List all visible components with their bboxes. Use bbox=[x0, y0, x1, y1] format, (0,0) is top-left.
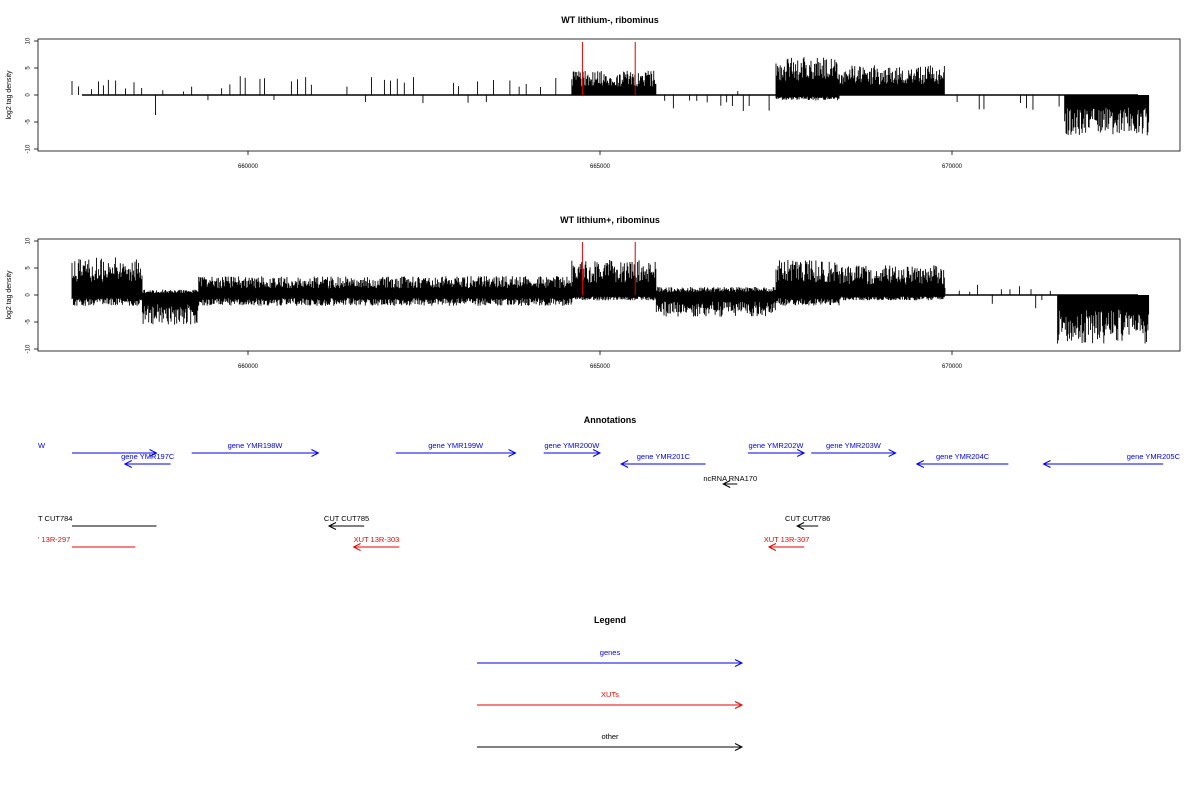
feature-arrowhead bbox=[327, 522, 337, 530]
feature-label: CUT CUT785 bbox=[324, 514, 369, 523]
legend-items: genes XUTs other bbox=[477, 648, 744, 751]
feature-arrowhead bbox=[796, 449, 806, 457]
feature-label: XUT 13R-303 bbox=[354, 535, 400, 544]
legend-item: other bbox=[477, 732, 744, 751]
y-tick-label: 0 bbox=[26, 93, 32, 97]
track-2-title: WT lithium+, ribominus bbox=[560, 215, 660, 225]
feature-arrowhead bbox=[123, 460, 133, 468]
feature-arrowhead bbox=[149, 449, 158, 457]
track-2-ylabel: log2 tag density bbox=[6, 270, 13, 320]
feature-label: gene YMR205C bbox=[1127, 452, 1181, 461]
x-tick-label: 660000 bbox=[238, 364, 259, 370]
annotation-feature: gene YMR203W bbox=[811, 441, 897, 457]
track-2-marker-lines bbox=[581, 242, 636, 295]
feature-label: gene YMR197C bbox=[121, 452, 175, 461]
feature-arrowhead bbox=[1042, 460, 1051, 468]
y-tick-label: 10 bbox=[26, 37, 32, 44]
annotation-feature: T CUT784 bbox=[38, 514, 157, 527]
y-tick-label: 5 bbox=[26, 66, 32, 70]
feature-label: XUT 13R-307 bbox=[764, 535, 810, 544]
feature-label: gene YMR202W bbox=[749, 441, 805, 450]
feature-label: T CUT784 bbox=[38, 514, 72, 523]
y-tick-label: 0 bbox=[26, 293, 32, 297]
feature-label: gene YMR203W bbox=[826, 441, 882, 450]
y-tick-label: -10 bbox=[26, 144, 32, 153]
feature-label: W bbox=[38, 441, 46, 450]
legend-arrowhead bbox=[734, 743, 744, 751]
legend-arrowhead bbox=[734, 659, 744, 667]
feature-label: gene YMR204C bbox=[936, 452, 990, 461]
x-tick-label: 665000 bbox=[590, 164, 611, 170]
y-tick-label: 5 bbox=[26, 266, 32, 270]
annotation-feature: gene YMR200W bbox=[543, 441, 602, 457]
track-2-signal bbox=[71, 257, 1150, 344]
track-panel-1: WT lithium-, ribominus log2 tag density … bbox=[6, 15, 1181, 170]
x-tick-label: 665000 bbox=[590, 364, 611, 370]
annotation-feature: CUT CUT786 bbox=[785, 514, 830, 530]
x-tick-label: 660000 bbox=[238, 164, 259, 170]
y-tick-label: 10 bbox=[26, 237, 32, 244]
annotation-feature: XUT 13R-307 bbox=[764, 535, 810, 551]
legend-item: genes bbox=[477, 648, 744, 667]
y-tick-label: -10 bbox=[26, 344, 32, 353]
feature-arrowhead bbox=[915, 460, 925, 468]
x-tick-label: 670000 bbox=[942, 164, 963, 170]
annotation-feature: gene YMR202W bbox=[747, 441, 806, 457]
annotation-feature: gene YMR201C bbox=[620, 452, 706, 468]
feature-arrowhead bbox=[888, 449, 897, 457]
annotations-title: Annotations bbox=[584, 415, 637, 425]
feature-arrowhead bbox=[508, 449, 517, 457]
track-panel-2: WT lithium+, ribominus log2 tag density … bbox=[6, 215, 1181, 370]
track-1-ylabel: log2 tag density bbox=[6, 70, 13, 120]
legend-panel: Legend genes XUTs other bbox=[477, 615, 744, 751]
annotation-feature: gene YMR197C bbox=[121, 452, 175, 468]
feature-arrowhead bbox=[722, 480, 731, 488]
signal-bars bbox=[71, 257, 1150, 344]
feature-arrowhead bbox=[592, 449, 602, 457]
feature-label: gene YMR201C bbox=[637, 452, 691, 461]
annotation-feature: ncRNA RNA170 bbox=[703, 474, 757, 488]
feature-arrowhead bbox=[352, 543, 361, 551]
track-1-signal bbox=[71, 57, 1150, 136]
annotation-feature: gene YMR205C bbox=[1042, 452, 1181, 468]
feature-label: gene YMR198W bbox=[228, 441, 284, 450]
track-2-y-axis: 10 5 0 -5 -10 bbox=[26, 237, 38, 353]
feature-label: ' 13R-297 bbox=[38, 535, 70, 544]
annotation-feature: ' 13R-297 bbox=[38, 535, 136, 548]
feature-arrowhead bbox=[311, 449, 320, 457]
y-tick-label: -5 bbox=[26, 319, 32, 325]
y-tick-label: -5 bbox=[26, 119, 32, 125]
feature-label: gene YMR200W bbox=[544, 441, 600, 450]
annotation-feature: gene YMR204C bbox=[915, 452, 1009, 468]
track-2-x-axis: 660000 665000 670000 bbox=[238, 351, 963, 370]
x-tick-label: 670000 bbox=[942, 364, 963, 370]
feature-arrowhead bbox=[796, 522, 805, 530]
signal-bars bbox=[71, 57, 1150, 136]
feature-label: gene YMR199W bbox=[428, 441, 484, 450]
legend-label: other bbox=[601, 732, 619, 741]
feature-arrowhead bbox=[767, 543, 777, 551]
feature-arrowhead bbox=[620, 460, 629, 468]
annotation-feature: XUT 13R-303 bbox=[352, 535, 400, 551]
annotation-feature: gene YMR198W bbox=[191, 441, 320, 457]
feature-label: ncRNA RNA170 bbox=[703, 474, 757, 483]
track-1-y-axis: 10 5 0 -5 -10 bbox=[26, 37, 38, 153]
feature-label: CUT CUT786 bbox=[785, 514, 830, 523]
legend-arrowhead bbox=[734, 701, 744, 709]
legend-label: genes bbox=[600, 648, 621, 657]
track-1-marker-lines bbox=[581, 42, 636, 95]
legend-item: XUTs bbox=[477, 690, 744, 709]
annotation-feature: gene YMR199W bbox=[395, 441, 517, 457]
annotation-feature: CUT CUT785 bbox=[324, 514, 369, 530]
track-1-x-axis: 660000 665000 670000 bbox=[238, 151, 963, 170]
legend-label: XUTs bbox=[601, 690, 619, 699]
annotation-feature: W bbox=[38, 441, 158, 457]
legend-title: Legend bbox=[594, 615, 626, 625]
track-1-title: WT lithium-, ribominus bbox=[561, 15, 659, 25]
